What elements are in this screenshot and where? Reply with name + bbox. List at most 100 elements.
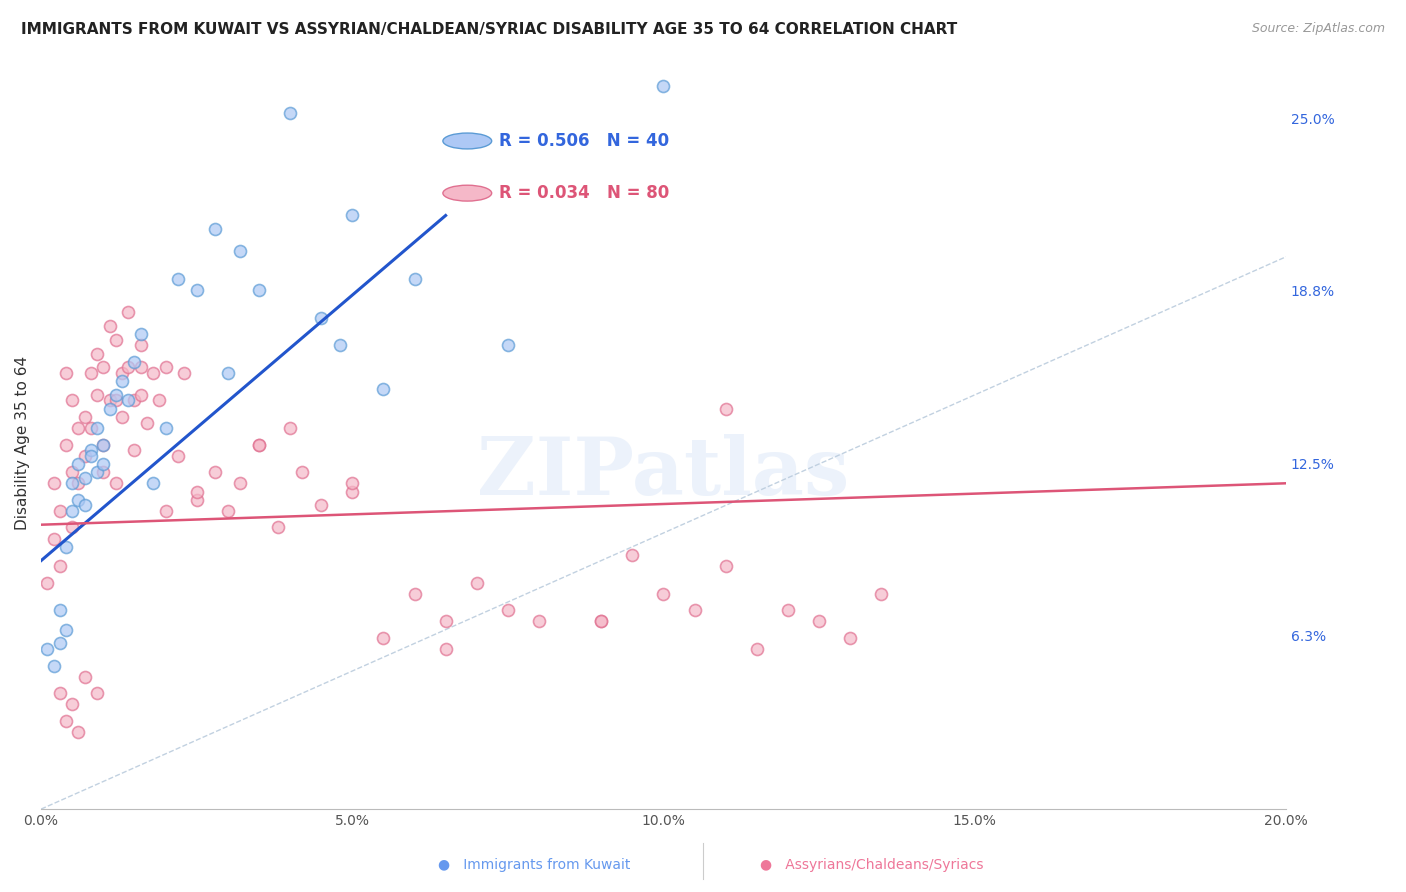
Point [55,366,77,380]
Point [309,310,332,325]
Point [167,449,190,463]
Point [129,327,152,342]
Point [67,492,90,507]
Point [104,393,127,408]
Point [86,686,108,700]
Point [73,410,96,425]
Point [55,540,77,554]
Point [434,615,457,629]
Point [86,346,108,360]
Point [104,476,127,491]
Point [373,383,395,397]
Point [86,421,108,435]
Point [67,421,90,435]
Point [204,222,226,236]
Point [404,587,426,601]
Point [496,338,519,352]
Point [55,623,77,637]
Point [60,465,83,479]
Point [142,476,165,491]
Point [117,305,139,319]
Point [247,437,270,451]
Point [86,388,108,402]
Text: IMMIGRANTS FROM KUWAIT VS ASSYRIAN/CHALDEAN/SYRIAC DISABILITY AGE 35 TO 64 CORRE: IMMIGRANTS FROM KUWAIT VS ASSYRIAN/CHALD… [21,22,957,37]
Point [155,421,177,435]
Point [591,615,613,629]
Point [591,615,613,629]
Point [93,465,115,479]
Point [434,642,457,657]
Point [714,401,737,416]
Point [93,457,115,471]
Point [60,504,83,518]
Text: Source: ZipAtlas.com: Source: ZipAtlas.com [1251,22,1385,36]
Point [111,366,134,380]
Point [278,106,301,120]
Point [73,471,96,485]
Point [266,520,288,534]
Point [93,437,115,451]
Point [55,714,77,728]
Point [155,504,177,518]
Point [80,449,103,463]
Point [42,476,65,491]
Point [129,388,152,402]
Point [621,548,644,562]
Point [117,360,139,375]
Point [342,209,364,223]
Point [49,504,72,518]
Point [55,437,77,451]
Point [104,388,127,402]
Point [93,437,115,451]
Point [652,78,675,93]
Point [49,559,72,574]
Point [342,484,364,499]
Point [129,360,152,375]
Point [278,421,301,435]
Point [329,338,352,352]
Y-axis label: Disability Age 35 to 64: Disability Age 35 to 64 [15,356,30,531]
Point [67,724,90,739]
Point [683,603,706,617]
Point [714,559,737,574]
Point [247,437,270,451]
Point [60,476,83,491]
Point [111,410,134,425]
Point [80,421,103,435]
Point [60,697,83,711]
Point [373,631,395,645]
Point [73,669,96,683]
Point [98,318,121,333]
Point [155,360,177,375]
Point [104,333,127,347]
Point [465,575,488,590]
Text: ●   Assyrians/Chaldeans/Syriacs: ● Assyrians/Chaldeans/Syriacs [761,858,983,872]
Point [217,366,239,380]
Point [839,631,862,645]
Point [98,393,121,408]
Point [291,465,314,479]
Point [37,575,59,590]
Point [870,587,893,601]
Point [652,587,675,601]
Point [173,366,195,380]
Point [93,360,115,375]
Point [167,272,190,286]
Point [229,244,252,259]
Point [217,504,239,518]
Point [776,603,799,617]
Point [86,465,108,479]
Point [496,603,519,617]
Point [129,338,152,352]
Point [37,642,59,657]
Point [186,484,208,499]
Point [60,393,83,408]
Point [527,615,550,629]
Point [186,283,208,297]
Point [42,532,65,546]
Point [745,642,768,657]
Point [229,476,252,491]
Point [67,457,90,471]
Point [73,499,96,513]
Point [80,366,103,380]
